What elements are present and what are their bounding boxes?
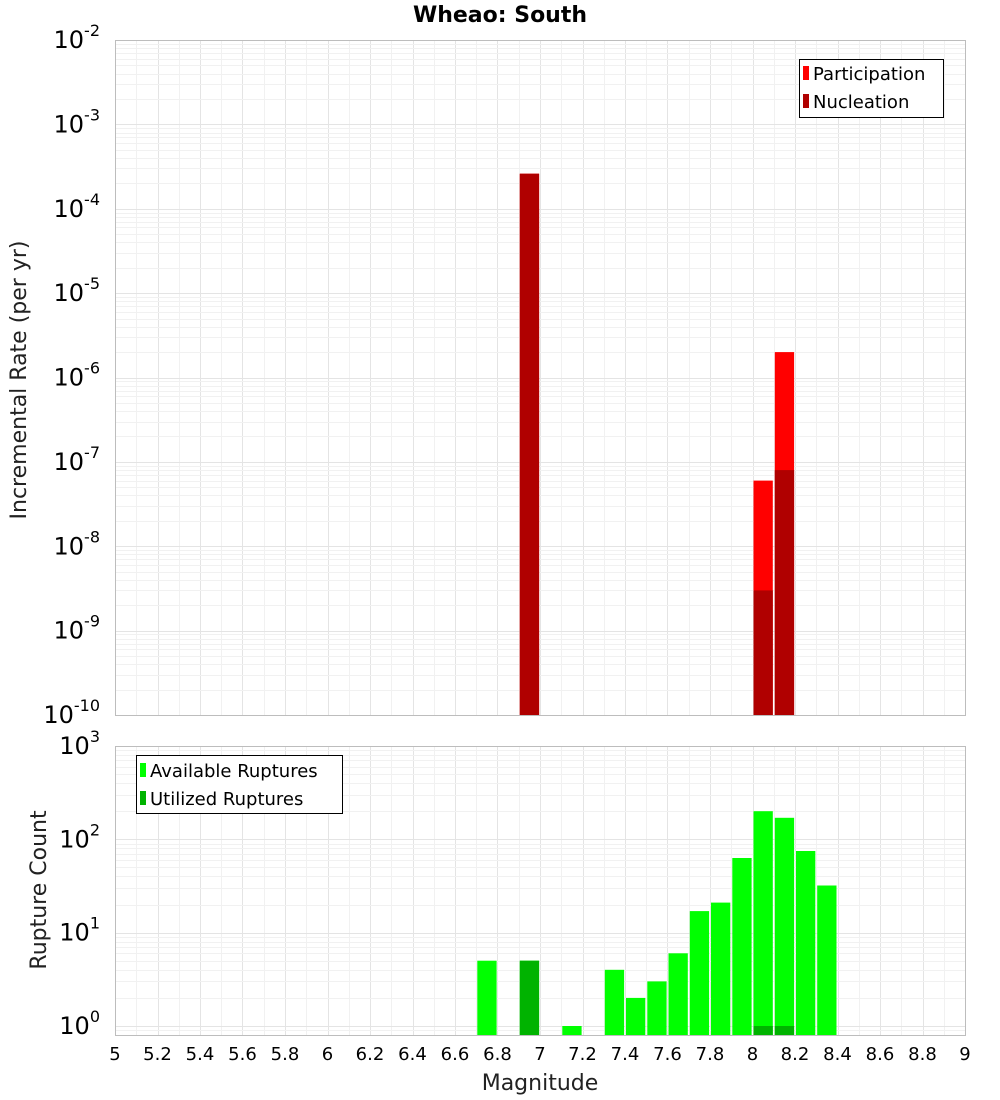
x-tick-label: 9 [959,1044,970,1065]
legend-swatch-utilized-ruptures [140,791,146,805]
top-plot-frame [115,40,966,716]
bar-available-ruptures [668,953,688,1035]
bottom-legend-box [136,755,343,814]
bar-nucleation [753,590,773,715]
bar-available-ruptures [562,1026,582,1035]
top-y-axis-title: Incremental Rate (per yr) [7,241,32,520]
bar-available-ruptures [796,851,816,1035]
bar-available-ruptures [711,902,731,1035]
x-tick-label: 5.8 [271,1044,300,1065]
y-tick-label: 100 [59,1007,100,1040]
y-tick-label: 101 [59,914,100,947]
bottom-y-axis-title: Rupture Count [27,810,52,970]
legend-label-available-ruptures: Available Ruptures [150,761,318,782]
x-tick-label: 5.6 [228,1044,257,1065]
top-legend: Participation Nucleation [799,59,944,118]
bar-available-ruptures [477,960,497,1035]
x-tick-label: 7 [534,1044,545,1065]
y-tick-label: 10-2 [54,21,101,54]
y-tick-label: 10-6 [54,359,101,392]
bar-available-ruptures [753,811,773,1035]
bar-available-ruptures [647,981,667,1035]
x-tick-label: 7.4 [611,1044,640,1065]
bar-available-ruptures [774,817,795,1035]
legend-label-nucleation: Nucleation [813,92,909,113]
y-tick-label: 10-9 [54,612,101,645]
legend-swatch-available-ruptures [140,763,146,777]
x-tick-label: 6.8 [483,1044,512,1065]
bottom-legend: Available Ruptures Utilized Ruptures [136,755,343,814]
y-tick-label: 10-5 [54,274,101,307]
x-axis-title: Magnitude [482,1071,599,1096]
x-tick-label: 6.2 [356,1044,385,1065]
bar-nucleation [519,173,540,715]
legend-label-utilized-ruptures: Utilized Ruptures [150,789,303,810]
x-tick-label: 8.6 [866,1044,895,1065]
x-tick-label: 5.4 [186,1044,215,1065]
bottom-panel: 100 101 102 103 5 5.2 5.4 5.6 5.8 6 6.2 6.4 6.6 6.8 7… [27,727,971,1096]
bar-utilized-ruptures [774,1026,795,1035]
chart-title: Wheao: South [413,3,587,28]
bar-available-ruptures [689,911,710,1035]
x-tick-label: 8.8 [908,1044,937,1065]
legend-label-participation: Participation [813,64,925,85]
y-tick-label: 103 [59,727,100,760]
x-tick-label: 5.2 [143,1044,172,1065]
bar-available-ruptures [817,885,837,1035]
x-tick-label: 7.2 [568,1044,597,1065]
y-tick-label: 10-8 [54,527,101,560]
bottom-plot-frame [115,746,966,1036]
x-tick-label: 6.6 [441,1044,470,1065]
legend-swatch-participation [803,66,809,80]
bar-utilized-ruptures [753,1026,773,1035]
x-tick-label: 6 [322,1044,333,1065]
y-tick-label: 10-7 [54,443,101,476]
y-tick-label: 10-4 [54,190,101,223]
bar-utilized-ruptures [519,960,540,1035]
x-tick-label: 7.6 [653,1044,682,1065]
x-tick-label: 8.4 [823,1044,852,1065]
bar-available-ruptures [604,969,625,1035]
x-tick-label: 8.2 [781,1044,810,1065]
y-tick-label: 10-10 [43,696,100,729]
x-tick-label: 5 [109,1044,120,1065]
bar-available-ruptures [732,858,752,1035]
y-tick-label: 102 [59,820,100,853]
bar-available-ruptures [626,997,646,1035]
y-tick-label: 10-3 [54,105,101,138]
x-tick-label: 8 [747,1044,758,1065]
top-panel: 10-10 10-9 10-8 10-7 10-6 10-5 10-4 10-3 10-2 In… [7,21,966,729]
legend-swatch-nucleation [803,94,809,108]
bar-nucleation [774,470,795,715]
top-legend-box [799,59,944,118]
x-tick-label: 7.8 [696,1044,725,1065]
x-tick-label: 6.4 [398,1044,427,1065]
